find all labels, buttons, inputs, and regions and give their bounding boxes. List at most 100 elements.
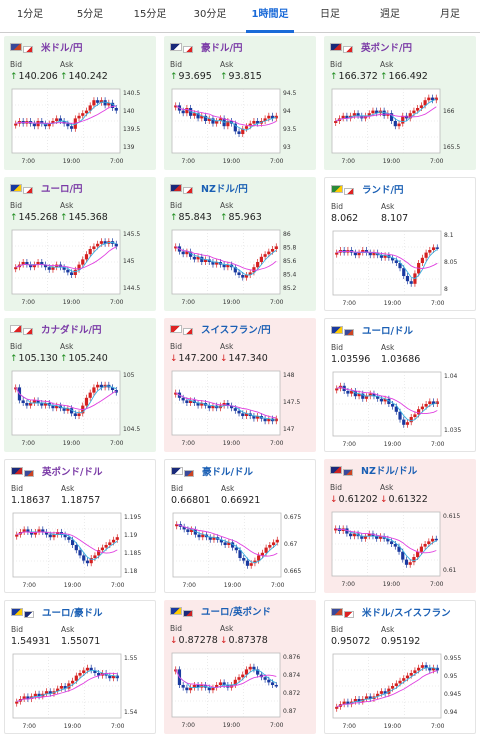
mini-chart[interactable]: 0.615 0.61 7:00 19:00 7:00 xyxy=(330,510,470,590)
mini-chart[interactable]: 166 165.5 7:00 19:00 7:00 xyxy=(330,87,470,167)
tab-3[interactable]: 30分足 xyxy=(193,9,227,20)
candle-body xyxy=(36,262,40,265)
candle-body xyxy=(413,670,417,673)
rate-card[interactable]: ユーロ/豪ドル Bid Ask 1.54931 1.55071 1.55 1.54 7… xyxy=(4,600,156,734)
pair-name[interactable]: 豪ドル/円 xyxy=(201,43,243,54)
tab-0[interactable]: 1分足 xyxy=(16,9,44,20)
candle-body xyxy=(401,551,405,560)
rate-card[interactable]: ユーロ/ドル Bid Ask 1.03596 1.03686 1.04 1.035 7… xyxy=(324,318,476,452)
pair-name[interactable]: ユーロ/豪ドル xyxy=(42,608,103,619)
candle-body xyxy=(43,403,48,406)
bid-value: 1.18637 xyxy=(11,495,51,506)
pair-name[interactable]: スイスフラン/円 xyxy=(201,325,271,336)
tab-6[interactable]: 週足 xyxy=(380,9,400,20)
pair-name[interactable]: カナダドル/円 xyxy=(41,325,102,336)
arrow-up-icon: ↑ xyxy=(10,213,18,223)
pair-name[interactable]: ユーロ/円 xyxy=(41,184,83,195)
pair-name[interactable]: 英ポンド/円 xyxy=(361,43,412,54)
mini-chart[interactable]: 140.5 140 139.5 139 7:00 19:00 7:00 xyxy=(10,87,150,167)
pair-name[interactable]: ランド/円 xyxy=(362,185,404,196)
candle-body xyxy=(211,405,215,409)
candle-body xyxy=(371,533,375,537)
candle-body xyxy=(77,264,81,270)
rate-card[interactable]: 米ドル/スイスフラン Bid Ask 0.95072 0.95192 0.955 0… xyxy=(324,600,476,734)
mini-chart[interactable]: 86 85.8 85.6 85.4 85.2 7:00 19:00 7:00 xyxy=(170,228,310,308)
rate-card[interactable]: 米ドル/円 Bid Ask ↑140.206 ↑140.242 140.5 140 1… xyxy=(4,36,156,170)
card-title-row: カナダドル/円 xyxy=(10,322,150,336)
tab-7[interactable]: 月足 xyxy=(440,9,460,20)
mini-chart[interactable]: 8.1 8.05 8 7:00 19:00 7:00 xyxy=(331,229,471,309)
candle-body xyxy=(253,560,257,564)
mini-chart[interactable]: 1.04 1.035 7:00 19:00 7:00 xyxy=(331,370,471,450)
ma-long-line xyxy=(335,106,437,122)
mini-chart[interactable]: 0.675 0.67 0.665 7:00 19:00 7:00 xyxy=(171,511,311,591)
candle-body xyxy=(386,538,390,542)
rate-card[interactable]: 豪ドル/円 Bid Ask ↑93.695 ↑93.815 94.5 94 93.5 9… xyxy=(164,36,316,170)
mini-chart[interactable]: 1.55 1.54 7:00 19:00 7:00 xyxy=(11,652,151,732)
candle-body xyxy=(241,128,245,134)
candle-body xyxy=(218,118,223,121)
tab-1[interactable]: 5分足 xyxy=(76,9,104,20)
bid-label: Bid xyxy=(331,202,343,211)
candle-body xyxy=(270,682,275,685)
candle-body xyxy=(334,121,338,123)
flag-jp-icon xyxy=(183,327,193,335)
rate-card[interactable]: ランド/円 Bid Ask 8.062 8.107 8.1 8.05 8 7:00 19:… xyxy=(324,177,476,311)
ask-value: 1.18757 xyxy=(61,495,101,506)
pair-name[interactable]: NZドル/円 xyxy=(201,184,248,195)
rate-card[interactable]: スイスフラン/円 Bid Ask ↓147.200 ↓147.340 148 147… xyxy=(164,318,316,452)
bid-value: 1.54931 xyxy=(11,636,51,647)
y-tick-label: 104.5 xyxy=(123,426,140,433)
y-tick-label: 1.19 xyxy=(124,532,138,539)
mini-chart[interactable]: 105 104.5 7:00 19:00 7:00 xyxy=(10,369,150,449)
bid-value: ↑166.372 xyxy=(330,71,378,82)
candle-body xyxy=(252,121,256,124)
x-tick-label: 7:00 xyxy=(111,582,125,589)
bid-value: 0.95072 xyxy=(331,636,371,647)
candle-body xyxy=(200,115,204,119)
rate-card[interactable]: NZドル/円 Bid Ask ↑85.843 ↑85.963 86 85.8 85.6… xyxy=(164,177,316,311)
rate-card[interactable]: 豪ドル/ドル Bid Ask 0.66801 0.66921 0.675 0.67 0… xyxy=(164,459,316,593)
tab-2[interactable]: 15分足 xyxy=(133,9,167,20)
candle-body xyxy=(92,246,96,249)
tab-4[interactable]: 1時間足 xyxy=(240,0,300,33)
candle-body xyxy=(346,701,350,705)
candle-body xyxy=(408,562,412,565)
mini-chart[interactable]: 94.5 94 93.5 93 7:00 19:00 7:00 xyxy=(170,87,310,167)
candle-body xyxy=(14,387,18,390)
flag-ch-icon xyxy=(344,610,354,618)
pair-name[interactable]: NZドル/ドル xyxy=(361,466,418,477)
rate-card[interactable]: ユーロ/円 Bid Ask ↑145.268 ↑145.368 145.5 145 1… xyxy=(4,177,156,311)
rate-card[interactable]: ユーロ/英ポンド Bid Ask ↓0.87278 ↓0.87378 0.876 0… xyxy=(164,600,316,734)
mini-chart[interactable]: 145.5 145 144.5 7:00 19:00 7:00 xyxy=(10,228,150,308)
mini-chart[interactable]: 1.195 1.19 1.185 1.18 7:00 19:00 7:00 xyxy=(11,511,151,591)
candle-body xyxy=(252,416,256,419)
flag-us-icon xyxy=(343,468,353,476)
rate-card[interactable]: カナダドル/円 Bid Ask ↑105.130 ↑105.240 105 104.… xyxy=(4,318,156,452)
pair-name[interactable]: 英ポンド/ドル xyxy=(42,467,103,478)
candle-body xyxy=(248,123,252,127)
candle-body xyxy=(189,400,193,403)
mini-chart[interactable]: 0.955 0.95 0.945 0.94 7:00 19:00 7:00 xyxy=(331,652,471,732)
flag-eu-icon xyxy=(10,184,22,192)
candle-body xyxy=(413,414,417,417)
flag-za-icon xyxy=(331,185,343,193)
y-tick-label: 93.5 xyxy=(283,126,297,133)
ask-label: Ask xyxy=(60,342,74,351)
tab-5[interactable]: 日足 xyxy=(320,9,340,20)
mini-chart[interactable]: 0.876 0.874 0.872 0.87 7:00 19:00 7:00 xyxy=(170,651,310,731)
ma-long-line xyxy=(335,527,437,554)
candle-body xyxy=(345,115,349,119)
pair-name[interactable]: 米ドル/スイスフラン xyxy=(362,608,451,619)
rate-card[interactable]: 英ポンド/ドル Bid Ask 1.18637 1.18757 1.195 1.19… xyxy=(4,459,156,593)
rate-card[interactable]: NZドル/ドル Bid Ask ↓0.61202 ↓0.61322 0.615 0.… xyxy=(324,459,476,593)
mini-chart[interactable]: 148 147.5 147 7:00 19:00 7:00 xyxy=(170,369,310,449)
y-tick-label: 0.87 xyxy=(283,708,297,715)
rate-card[interactable]: 英ポンド/円 Bid Ask ↑166.372 ↑166.492 166 165.5… xyxy=(324,36,476,170)
flag-eu-icon xyxy=(11,608,23,616)
pair-name[interactable]: 米ドル/円 xyxy=(41,43,83,54)
x-tick-label: 7:00 xyxy=(22,582,36,589)
pair-name[interactable]: ユーロ/英ポンド xyxy=(201,607,271,618)
pair-name[interactable]: ユーロ/ドル xyxy=(362,326,413,337)
pair-name[interactable]: 豪ドル/ドル xyxy=(202,467,253,478)
